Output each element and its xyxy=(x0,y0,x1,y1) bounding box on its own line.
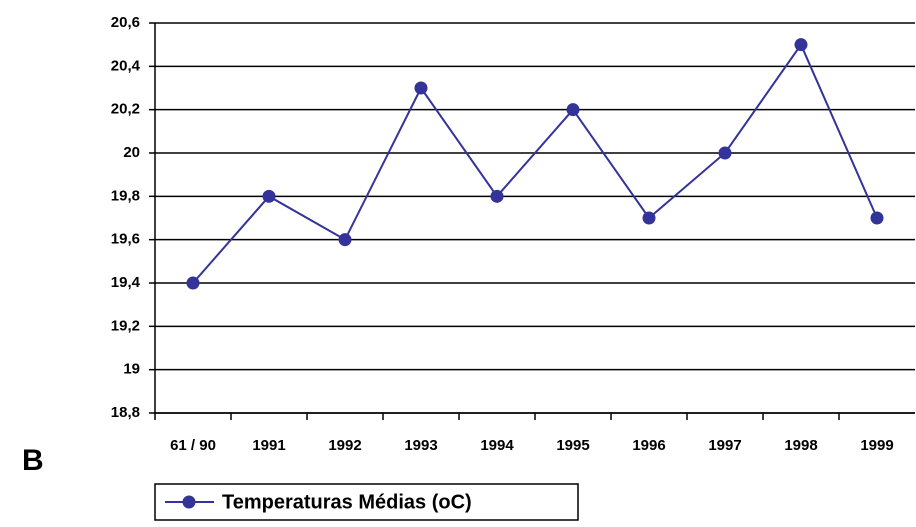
y-tick-label: 20 xyxy=(123,144,140,161)
y-tick-label: 20,6 xyxy=(111,14,140,31)
point xyxy=(414,81,428,95)
y-tick-label: 19,6 xyxy=(111,231,140,248)
point xyxy=(566,103,580,117)
point xyxy=(490,189,504,203)
point xyxy=(870,211,884,225)
point xyxy=(718,146,732,160)
x-tick-label: 1996 xyxy=(632,437,665,454)
legend-marker xyxy=(182,495,196,509)
legend-label: Temperaturas Médias (oC) xyxy=(222,491,472,513)
x-tick-label: 1992 xyxy=(328,437,361,454)
point xyxy=(186,276,200,290)
x-tick-label: 1999 xyxy=(860,437,893,454)
point xyxy=(642,211,656,225)
x-tick-label: 1994 xyxy=(480,437,514,454)
y-tick-label: 19,8 xyxy=(111,187,140,204)
y-tick-label: 19,2 xyxy=(111,317,140,334)
y-tick-label: 18,8 xyxy=(111,404,140,421)
point xyxy=(338,233,352,247)
point xyxy=(262,189,276,203)
x-tick-label: 1998 xyxy=(784,437,817,454)
series-line xyxy=(192,42,878,284)
y-tick-label: 20,4 xyxy=(111,57,141,74)
x-tick-label: 1993 xyxy=(404,437,437,454)
point xyxy=(794,38,808,52)
panel-label: B xyxy=(22,444,44,477)
legend-box xyxy=(154,483,579,521)
x-tick-label: 1991 xyxy=(252,437,285,454)
y-tick-label: 19,4 xyxy=(111,274,141,291)
x-tick-label: 61 / 90 xyxy=(170,437,216,454)
x-tick-label: 1997 xyxy=(708,437,741,454)
y-tick-label: 19 xyxy=(123,361,140,378)
x-tick-label: 1995 xyxy=(556,437,589,454)
y-tick-label: 20,2 xyxy=(111,101,140,118)
